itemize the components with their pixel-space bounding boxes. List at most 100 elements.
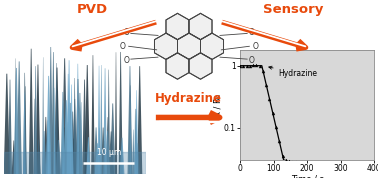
Polygon shape [86, 137, 90, 174]
Polygon shape [105, 131, 110, 174]
Polygon shape [84, 65, 90, 174]
Polygon shape [67, 74, 70, 174]
Polygon shape [103, 141, 106, 174]
Polygon shape [48, 116, 50, 174]
Polygon shape [4, 74, 10, 174]
Polygon shape [8, 80, 12, 174]
Polygon shape [95, 143, 101, 174]
Text: O: O [249, 28, 254, 37]
Polygon shape [16, 128, 18, 174]
Polygon shape [51, 52, 56, 174]
Polygon shape [129, 85, 132, 174]
Polygon shape [43, 117, 48, 174]
Polygon shape [119, 142, 123, 174]
Polygon shape [64, 100, 69, 174]
Polygon shape [12, 140, 16, 174]
Polygon shape [56, 140, 61, 174]
Polygon shape [48, 121, 51, 174]
Polygon shape [68, 129, 74, 174]
Polygon shape [127, 66, 132, 174]
Polygon shape [46, 120, 49, 174]
Polygon shape [135, 90, 138, 174]
Polygon shape [54, 88, 56, 174]
Polygon shape [110, 103, 116, 174]
Polygon shape [93, 127, 99, 174]
Polygon shape [91, 55, 95, 174]
Text: Hydrazine: Hydrazine [269, 66, 318, 78]
Polygon shape [178, 33, 200, 59]
Polygon shape [73, 78, 76, 174]
Polygon shape [42, 131, 46, 174]
Polygon shape [76, 64, 79, 174]
Polygon shape [14, 68, 19, 174]
Polygon shape [137, 66, 142, 174]
Polygon shape [76, 125, 80, 174]
Polygon shape [48, 47, 53, 174]
Polygon shape [61, 127, 67, 174]
Text: O: O [252, 42, 258, 51]
Polygon shape [115, 52, 117, 174]
Polygon shape [62, 101, 64, 174]
Polygon shape [189, 13, 212, 40]
Polygon shape [72, 138, 75, 174]
Polygon shape [155, 33, 178, 59]
Polygon shape [15, 58, 17, 174]
Polygon shape [54, 67, 60, 174]
Text: 10 μm: 10 μm [96, 148, 121, 157]
Polygon shape [55, 63, 58, 174]
Polygon shape [134, 109, 138, 174]
Polygon shape [37, 140, 40, 174]
Polygon shape [200, 33, 223, 59]
Polygon shape [134, 109, 136, 174]
Polygon shape [24, 86, 27, 174]
Polygon shape [101, 127, 105, 174]
Polygon shape [66, 122, 71, 174]
Text: Sensory: Sensory [263, 3, 323, 16]
Polygon shape [75, 79, 81, 174]
Polygon shape [166, 53, 189, 79]
Polygon shape [103, 68, 107, 174]
Polygon shape [107, 70, 110, 174]
Polygon shape [132, 130, 135, 174]
Polygon shape [29, 49, 34, 174]
Polygon shape [100, 65, 102, 174]
Polygon shape [23, 73, 26, 174]
Polygon shape [68, 102, 71, 174]
Polygon shape [73, 99, 77, 174]
Polygon shape [70, 85, 73, 174]
Polygon shape [56, 91, 59, 174]
Polygon shape [71, 112, 75, 174]
Polygon shape [23, 93, 26, 174]
Polygon shape [36, 65, 40, 174]
Y-axis label: R / R₀: R / R₀ [214, 93, 223, 117]
Polygon shape [68, 103, 73, 174]
Text: O: O [120, 42, 126, 51]
Polygon shape [60, 92, 65, 174]
Text: O: O [249, 56, 254, 65]
Text: O: O [124, 28, 129, 37]
Polygon shape [33, 99, 36, 174]
Bar [4, 153, 146, 174]
Polygon shape [42, 57, 44, 174]
Polygon shape [119, 52, 122, 174]
Polygon shape [77, 93, 83, 174]
Polygon shape [129, 98, 132, 174]
Polygon shape [120, 138, 124, 174]
Text: O: O [124, 56, 129, 65]
Polygon shape [189, 53, 212, 79]
Polygon shape [34, 66, 37, 174]
Polygon shape [166, 13, 189, 40]
Polygon shape [17, 61, 22, 174]
X-axis label: Time / s: Time / s [291, 175, 324, 178]
Text: PVD: PVD [77, 3, 108, 16]
Polygon shape [106, 117, 108, 174]
Polygon shape [67, 60, 71, 174]
Polygon shape [62, 58, 68, 174]
Polygon shape [82, 80, 87, 174]
Polygon shape [108, 131, 114, 174]
Polygon shape [46, 76, 51, 174]
Polygon shape [98, 66, 101, 174]
Text: Hydrazine: Hydrazine [155, 92, 222, 105]
Polygon shape [80, 102, 82, 174]
Polygon shape [136, 143, 140, 174]
